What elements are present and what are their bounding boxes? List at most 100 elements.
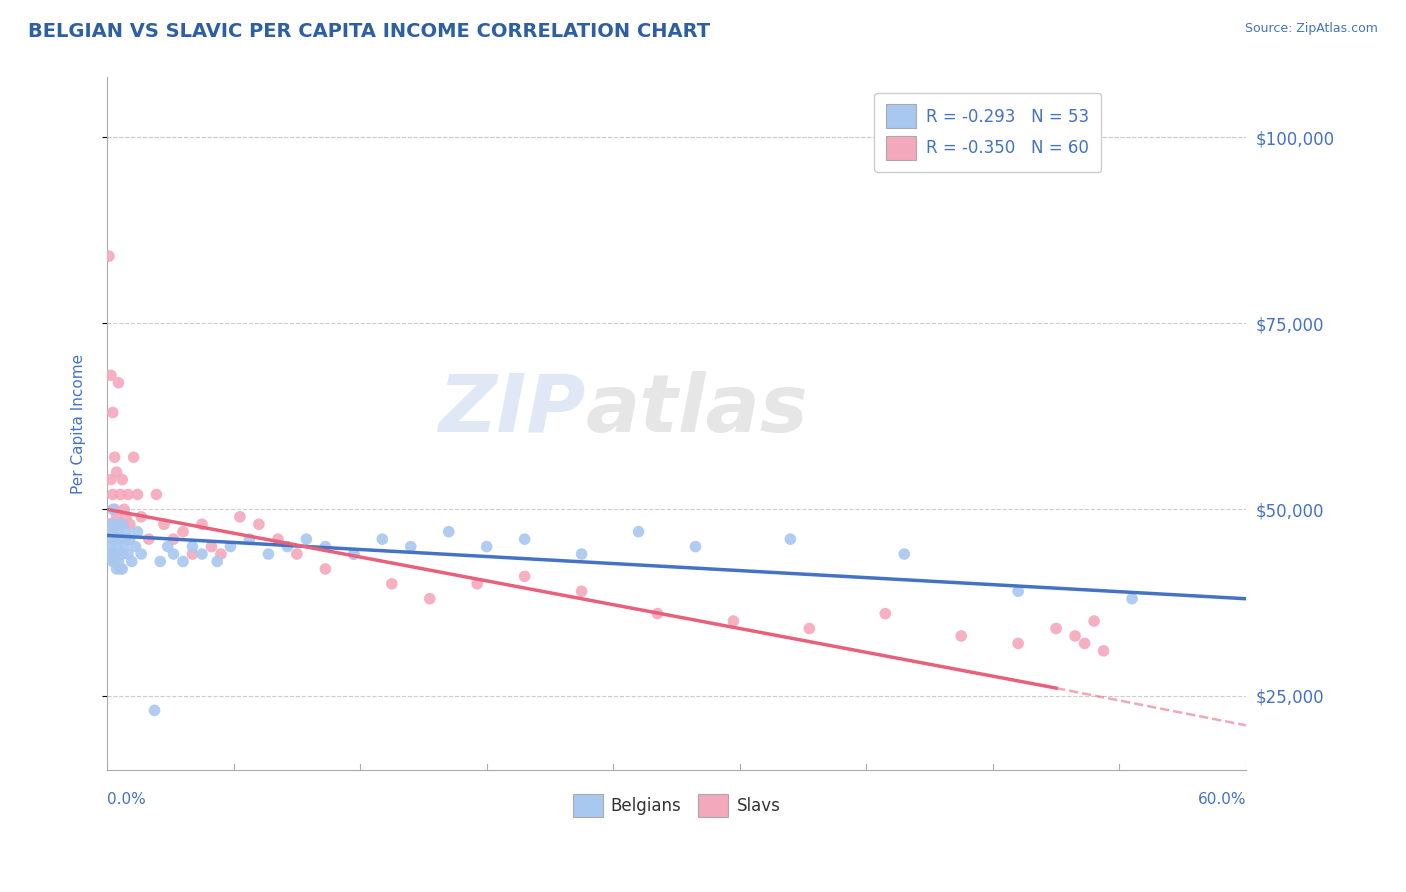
- Point: [112, 540, 135, 554]
- Point: [100, 517, 122, 532]
- Point: [111, 562, 134, 576]
- Point: [1007, 584, 1029, 599]
- Point: [104, 554, 127, 568]
- Point: [98, 547, 121, 561]
- Point: [101, 502, 124, 516]
- Point: [513, 569, 536, 583]
- Point: [723, 614, 745, 628]
- Point: [276, 540, 298, 554]
- Point: [647, 607, 669, 621]
- Point: [105, 562, 128, 576]
- Point: [98, 517, 121, 532]
- Point: [105, 540, 128, 554]
- Point: [1083, 614, 1105, 628]
- Point: [104, 547, 127, 561]
- Point: [129, 547, 152, 561]
- Point: [129, 509, 152, 524]
- Point: [117, 487, 139, 501]
- Point: [205, 554, 228, 568]
- Point: [162, 547, 184, 561]
- Point: [200, 540, 222, 554]
- Point: [100, 517, 122, 532]
- Point: [181, 547, 204, 561]
- Point: [343, 547, 366, 561]
- Point: [127, 524, 149, 539]
- Point: [104, 532, 127, 546]
- Point: [101, 524, 124, 539]
- Point: [118, 517, 141, 532]
- Point: [110, 532, 132, 546]
- Point: [465, 577, 488, 591]
- Text: Source: ZipAtlas.com: Source: ZipAtlas.com: [1244, 22, 1378, 36]
- Point: [314, 562, 336, 576]
- Text: atlas: atlas: [585, 371, 808, 449]
- Point: [779, 532, 801, 546]
- Point: [115, 524, 138, 539]
- Point: [105, 517, 128, 532]
- Point: [1121, 591, 1143, 606]
- Point: [1092, 644, 1115, 658]
- Point: [191, 547, 214, 561]
- Text: 0.0%: 0.0%: [107, 792, 146, 807]
- Point: [101, 487, 124, 501]
- Point: [893, 547, 915, 561]
- Point: [127, 487, 149, 501]
- Point: [105, 509, 128, 524]
- Point: [121, 554, 143, 568]
- Text: 60.0%: 60.0%: [1198, 792, 1246, 807]
- Point: [115, 532, 138, 546]
- Point: [111, 473, 134, 487]
- Point: [107, 554, 129, 568]
- Point: [100, 473, 122, 487]
- Point: [111, 547, 134, 561]
- Point: [117, 547, 139, 561]
- Point: [100, 540, 122, 554]
- Point: [118, 532, 141, 546]
- Y-axis label: Per Capita Income: Per Capita Income: [72, 353, 86, 494]
- Point: [107, 532, 129, 546]
- Point: [110, 562, 132, 576]
- Point: [513, 532, 536, 546]
- Point: [104, 450, 127, 465]
- Point: [149, 554, 172, 568]
- Point: [295, 532, 318, 546]
- Point: [138, 532, 160, 546]
- Point: [162, 532, 184, 546]
- Point: [110, 547, 132, 561]
- Point: [101, 405, 124, 419]
- Point: [247, 517, 270, 532]
- Point: [101, 554, 124, 568]
- Point: [685, 540, 707, 554]
- Point: [229, 509, 252, 524]
- Point: [267, 532, 290, 546]
- Text: BELGIAN VS SLAVIC PER CAPITA INCOME CORRELATION CHART: BELGIAN VS SLAVIC PER CAPITA INCOME CORR…: [28, 22, 710, 41]
- Point: [1073, 636, 1095, 650]
- Point: [111, 517, 134, 532]
- Point: [219, 540, 242, 554]
- Point: [101, 524, 124, 539]
- Point: [371, 532, 394, 546]
- Point: [191, 517, 214, 532]
- Point: [110, 487, 132, 501]
- Point: [115, 509, 138, 524]
- Point: [1007, 636, 1029, 650]
- Point: [110, 517, 132, 532]
- Point: [156, 540, 179, 554]
- Point: [571, 584, 593, 599]
- Text: ZIP: ZIP: [439, 371, 585, 449]
- Point: [343, 547, 366, 561]
- Point: [145, 487, 167, 501]
- Point: [153, 517, 176, 532]
- Point: [1064, 629, 1087, 643]
- Point: [257, 547, 280, 561]
- Point: [124, 540, 146, 554]
- Point: [181, 540, 204, 554]
- Point: [209, 547, 232, 561]
- Point: [143, 703, 166, 717]
- Point: [100, 368, 122, 383]
- Point: [112, 502, 135, 516]
- Point: [475, 540, 498, 554]
- Point: [285, 547, 308, 561]
- Point: [104, 502, 127, 516]
- Point: [627, 524, 650, 539]
